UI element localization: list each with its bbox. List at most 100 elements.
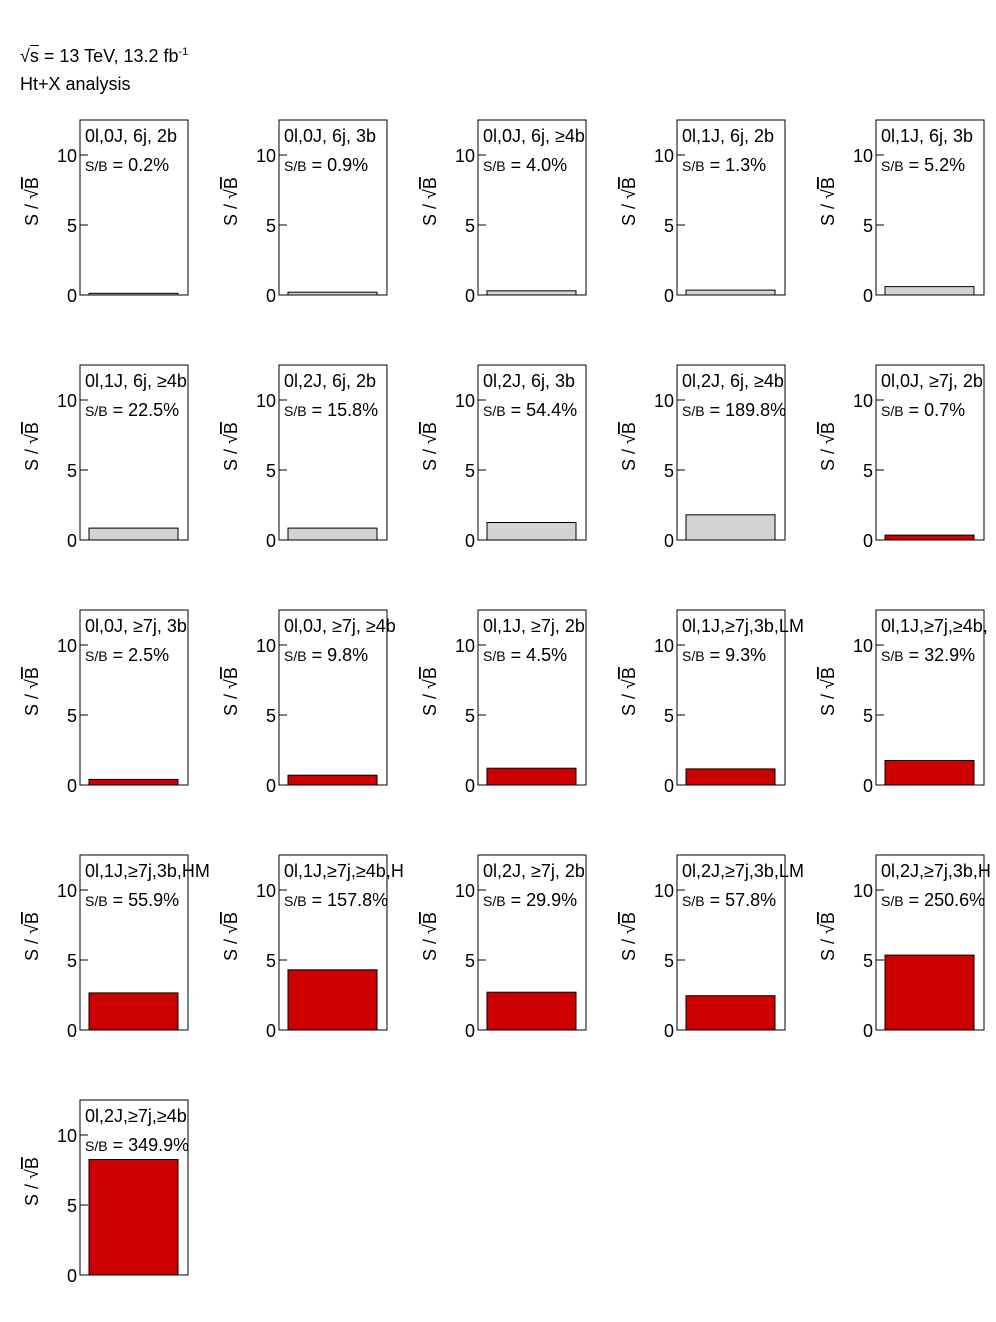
panel-frame — [676, 364, 786, 541]
sb-ratio: S/B = 0.2% — [85, 155, 169, 175]
sb-ratio: S/B = 4.0% — [483, 155, 567, 175]
y-tick-label: 0 — [465, 531, 475, 551]
panel-text: 0l,2J,≥7j,3b,LM S/B = 57.8% — [682, 861, 804, 910]
panel-text: 0l,0J, 6j, 3b S/B = 0.9% — [284, 126, 376, 175]
bar — [685, 514, 776, 541]
category-label: 0l,1J,≥7j,3b,HM — [85, 861, 210, 881]
category-label: 0l,0J, 6j, 2b — [85, 126, 177, 146]
y-tick-label: 5 — [266, 706, 276, 726]
panel: 0 5 10 S / √B 0l,0J, ≥7j, ≥4b S/B = 9.8% — [221, 609, 396, 796]
y-tick-label: 0 — [664, 286, 674, 306]
category-label: 0l,0J, ≥7j, 2b — [881, 371, 983, 391]
y-tick-label: 10 — [455, 636, 475, 656]
sb-ratio: S/B = 250.6% — [881, 890, 985, 910]
y-tick-label: 5 — [266, 461, 276, 481]
bar — [88, 778, 179, 786]
y-tick-label: 5 — [67, 216, 77, 236]
bar — [685, 995, 776, 1031]
panel-frame — [278, 609, 388, 786]
y-tick-label: 10 — [654, 146, 674, 166]
y-tick-label: 10 — [654, 881, 674, 901]
bar — [884, 760, 975, 786]
y-axis-label: S / √B — [221, 422, 241, 471]
panel: 0 5 10 S / √B 0l,2J, 6j, ≥4b S/B = 189.8% — [619, 364, 786, 551]
y-axis-label: S / √B — [420, 422, 440, 471]
y-tick-label: 5 — [67, 951, 77, 971]
sqrt-sign: √ — [20, 46, 30, 66]
y-tick-label: 5 — [266, 951, 276, 971]
y-tick-label: 0 — [664, 776, 674, 796]
y-axis-label: S / √B — [619, 177, 639, 226]
y-axis-label: S / √B — [221, 667, 241, 716]
panel-frame — [676, 609, 786, 786]
y-tick-label: 5 — [664, 216, 674, 236]
category-label: 0l,0J, 6j, ≥4b — [483, 126, 585, 146]
y-tick-label: 10 — [455, 391, 475, 411]
y-tick-label: 5 — [67, 706, 77, 726]
y-axis-label: S / √B — [22, 177, 42, 226]
bar — [287, 291, 378, 296]
y-tick-label: 10 — [853, 391, 873, 411]
sb-ratio: S/B = 157.8% — [284, 890, 388, 910]
y-tick-label: 10 — [256, 391, 276, 411]
y-axis-label: S / √B — [420, 912, 440, 961]
category-label: 0l,2J, 6j, 3b — [483, 371, 575, 391]
panel: 0 5 10 S / √B 0l,1J,≥7j,≥4b,H S/B = 157.8% — [221, 854, 404, 1041]
y-axis-label: S / √B — [818, 912, 838, 961]
panel: 0 5 10 S / √B 0l,1J, 6j, 3b S/B = 5.2% — [818, 119, 985, 306]
panel: 0 5 10 S / √B 0l,1J, 6j, 2b S/B = 1.3% — [619, 119, 786, 306]
sb-ratio: S/B = 5.2% — [881, 155, 965, 175]
sb-ratio: S/B = 57.8% — [682, 890, 776, 910]
category-label: 0l,1J, ≥7j, 2b — [483, 616, 585, 636]
energy-s: s — [29, 46, 39, 66]
y-tick-label: 0 — [266, 286, 276, 306]
y-tick-label: 0 — [465, 286, 475, 306]
category-label: 0l,1J, 6j, 2b — [682, 126, 774, 146]
panel: 0 5 10 S / √B 0l,2J,≥7j,3b,LM S/B = 57.8% — [619, 854, 804, 1041]
y-axis-label: S / √B — [22, 667, 42, 716]
bar — [287, 527, 378, 541]
y-tick-label: 0 — [67, 286, 77, 306]
sb-ratio: S/B = 55.9% — [85, 890, 179, 910]
lumi-exponent: -1 — [178, 46, 189, 58]
panel-text: 0l,1J, 6j, 2b S/B = 1.3% — [682, 126, 774, 175]
bar — [287, 969, 378, 1031]
panel-text: 0l,0J, 6j, 2b S/B = 0.2% — [85, 126, 177, 175]
bar — [88, 992, 179, 1031]
y-tick-label: 10 — [654, 391, 674, 411]
y-tick-label: 10 — [853, 146, 873, 166]
y-axis-label: S / √B — [619, 667, 639, 716]
energy-line: √s = 13 TeV, 13.2 fb-1 — [20, 38, 188, 70]
bar — [884, 534, 975, 541]
y-tick-label: 10 — [654, 636, 674, 656]
panel: 0 5 10 S / √B 0l,2J, 6j, 3b S/B = 54.4% — [420, 364, 587, 551]
category-label: 0l,1J, 6j, ≥4b — [85, 371, 187, 391]
panel-text: 0l,2J, ≥7j, 2b S/B = 29.9% — [483, 861, 585, 910]
panel-frame — [875, 609, 985, 786]
panel-frame — [477, 609, 587, 786]
panel-text: 0l,2J, 6j, ≥4b S/B = 189.8% — [682, 371, 786, 420]
y-axis-label: S / √B — [420, 667, 440, 716]
category-label: 0l,1J,≥7j,3b,LM — [682, 616, 804, 636]
sb-ratio: S/B = 32.9% — [881, 645, 975, 665]
panel-frame — [79, 609, 189, 786]
sb-ratio: S/B = 0.7% — [881, 400, 965, 420]
sb-ratio: S/B = 9.3% — [682, 645, 766, 665]
y-tick-label: 5 — [664, 706, 674, 726]
y-tick-label: 10 — [256, 636, 276, 656]
category-label: 0l,2J,≥7j,3b,LM — [682, 861, 804, 881]
panel-frame — [477, 364, 587, 541]
y-tick-label: 0 — [266, 1021, 276, 1041]
bar — [486, 290, 577, 296]
y-tick-label: 0 — [67, 1266, 77, 1286]
category-label: 0l,1J, 6j, 3b — [881, 126, 973, 146]
panel-frame — [676, 119, 786, 296]
panel: 0 5 10 S / √B 0l,0J, ≥7j, 3b S/B = 2.5% — [22, 609, 189, 796]
sb-ratio: S/B = 349.9% — [85, 1135, 189, 1155]
y-tick-label: 5 — [664, 951, 674, 971]
y-axis-label: S / √B — [818, 667, 838, 716]
y-axis-label: S / √B — [619, 912, 639, 961]
panel-text: 0l,0J, 6j, ≥4b S/B = 4.0% — [483, 126, 585, 175]
panel: 0 5 10 S / √B 0l,0J, ≥7j, 2b S/B = 0.7% — [818, 364, 985, 551]
y-tick-label: 0 — [863, 776, 873, 796]
